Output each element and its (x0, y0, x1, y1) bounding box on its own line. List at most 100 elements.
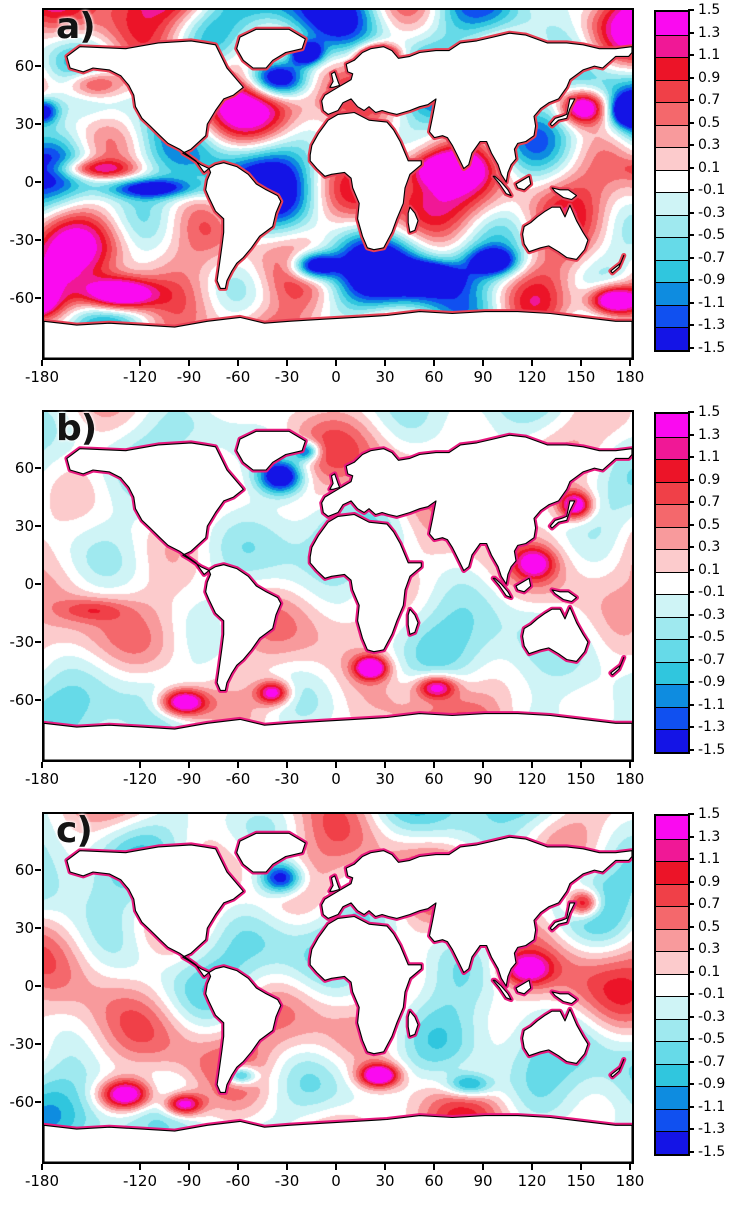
colorbar (654, 412, 690, 754)
x-tick-label: -90 (176, 770, 202, 788)
x-tick-label: 120 (517, 770, 547, 788)
x-tick-mark (139, 360, 141, 366)
y-tick-mark (35, 467, 41, 469)
x-tick-mark (286, 360, 288, 366)
colorbar-cell (656, 192, 688, 215)
colorbar-tick-mark (688, 813, 694, 815)
x-tick-label: -180 (24, 1172, 60, 1190)
continent-landmass (522, 204, 589, 260)
continent-landmass (522, 606, 589, 662)
colorbar (654, 814, 690, 1156)
continent-landmass (66, 442, 244, 575)
x-tick-label: 180 (615, 368, 645, 386)
colorbar-tick-mark (688, 613, 694, 616)
coastline-overlay-b (44, 428, 632, 760)
colorbar-cell (656, 12, 688, 35)
y-tick-mark (35, 123, 41, 125)
continent-landmass (551, 187, 578, 201)
colorbar-cell (656, 481, 688, 505)
continent-landmass (236, 430, 306, 471)
x-tick-label: 90 (473, 368, 493, 386)
y-tick-label: -30 (9, 1035, 35, 1053)
y-tick-mark (35, 927, 41, 929)
continent-landmass (329, 875, 341, 892)
colorbar-tick-mark (688, 970, 694, 973)
colorbar-cell (656, 436, 688, 460)
colorbar-tick-label: -1.5 (698, 1144, 726, 1160)
colorbar-tick-label: 1.5 (698, 404, 721, 420)
colorbar-tick-label: 0.3 (698, 539, 721, 556)
x-tick-mark (580, 360, 582, 366)
continent-landmass (551, 991, 578, 1005)
continent-landmass (407, 1010, 419, 1037)
x-tick-label: 60 (424, 368, 444, 386)
colorbar-tick-mark (688, 211, 694, 214)
map-c: c) (42, 810, 634, 1164)
x-tick-mark (237, 360, 239, 366)
colorbar-cell (656, 504, 688, 527)
x-tick-mark (531, 1164, 533, 1170)
colorbar-tick-mark (688, 1105, 694, 1108)
x-tick-label: -60 (225, 1172, 251, 1190)
x-tick-label: -120 (122, 770, 158, 788)
colorbar-cell (656, 1063, 688, 1087)
x-tick-mark (41, 360, 43, 366)
x-tick-label: 150 (566, 1172, 596, 1190)
colorbar-tick-mark (688, 256, 694, 259)
continent-landmass (321, 434, 632, 585)
y-tick-label: 60 (14, 459, 34, 477)
colorbar-cell (656, 459, 688, 482)
continent-landmass (309, 513, 422, 653)
panel-b: b) -180 -120 -90 -60 -30 0 30 60 90 120 150 180 60 30… (0, 402, 730, 804)
x-tick-label: 150 (566, 770, 596, 788)
colorbar-tick-label: 0.9 (698, 69, 721, 86)
colorbar-tick-mark (688, 546, 694, 549)
y-tick-label: -60 (9, 1093, 35, 1111)
colorbar-tick-label: 0.1 (698, 561, 721, 578)
map-b: b) (42, 408, 634, 762)
continent-landmass (44, 1115, 632, 1162)
x-tick-mark (482, 360, 484, 366)
colorbar-tick-label: -0.3 (698, 606, 726, 623)
coastline-overlay-a (44, 26, 632, 358)
colorbar-tick-mark (688, 433, 694, 436)
x-tick-mark (139, 762, 141, 768)
colorbar-cell (656, 214, 688, 238)
continent-landmass (205, 162, 282, 289)
colorbar-tick-label: -0.9 (698, 674, 726, 691)
continent-landmass (321, 836, 632, 987)
colorbar-cell (656, 616, 688, 640)
continent-landmass (492, 175, 512, 197)
colorbar-tick-label: -0.5 (698, 1031, 726, 1048)
x-tick-mark (188, 1164, 190, 1170)
y-tick-mark (35, 641, 41, 643)
x-tick-label: -120 (122, 368, 158, 386)
colorbar-tick-label: 0.1 (698, 159, 721, 176)
colorbar-tick-mark (688, 76, 694, 79)
x-tick-label: 0 (331, 770, 341, 788)
colorbar-tick-mark (688, 9, 694, 11)
y-tick-mark (35, 297, 41, 299)
colorbar-tick-mark (688, 347, 694, 349)
colorbar-tick-mark (688, 1060, 694, 1063)
x-tick-label: -30 (274, 770, 300, 788)
continent-landmass (236, 832, 306, 873)
panel-letter-c: c) (56, 810, 93, 851)
colorbar-tick-label: 0.5 (698, 516, 721, 533)
colorbar-tick-label: -0.9 (698, 272, 726, 289)
x-tick-mark (531, 762, 533, 768)
colorbar-cell (656, 304, 688, 328)
colorbar-tick-label: -0.7 (698, 249, 726, 266)
x-tick-mark (580, 762, 582, 768)
colorbar-tick-label: 0.7 (698, 92, 721, 109)
colorbar-tick-mark (688, 726, 694, 729)
y-tick-label: 60 (14, 57, 34, 75)
colorbar-cell (656, 549, 688, 572)
map-a: a) (42, 6, 634, 360)
x-tick-label: -60 (225, 368, 251, 386)
colorbar-cell (656, 838, 688, 862)
coastline-overlay-c (44, 830, 632, 1162)
colorbar-tick-mark (688, 279, 694, 282)
colorbar-tick-label: -0.1 (698, 584, 726, 601)
colorbar-tick-label: 1.1 (698, 449, 721, 466)
